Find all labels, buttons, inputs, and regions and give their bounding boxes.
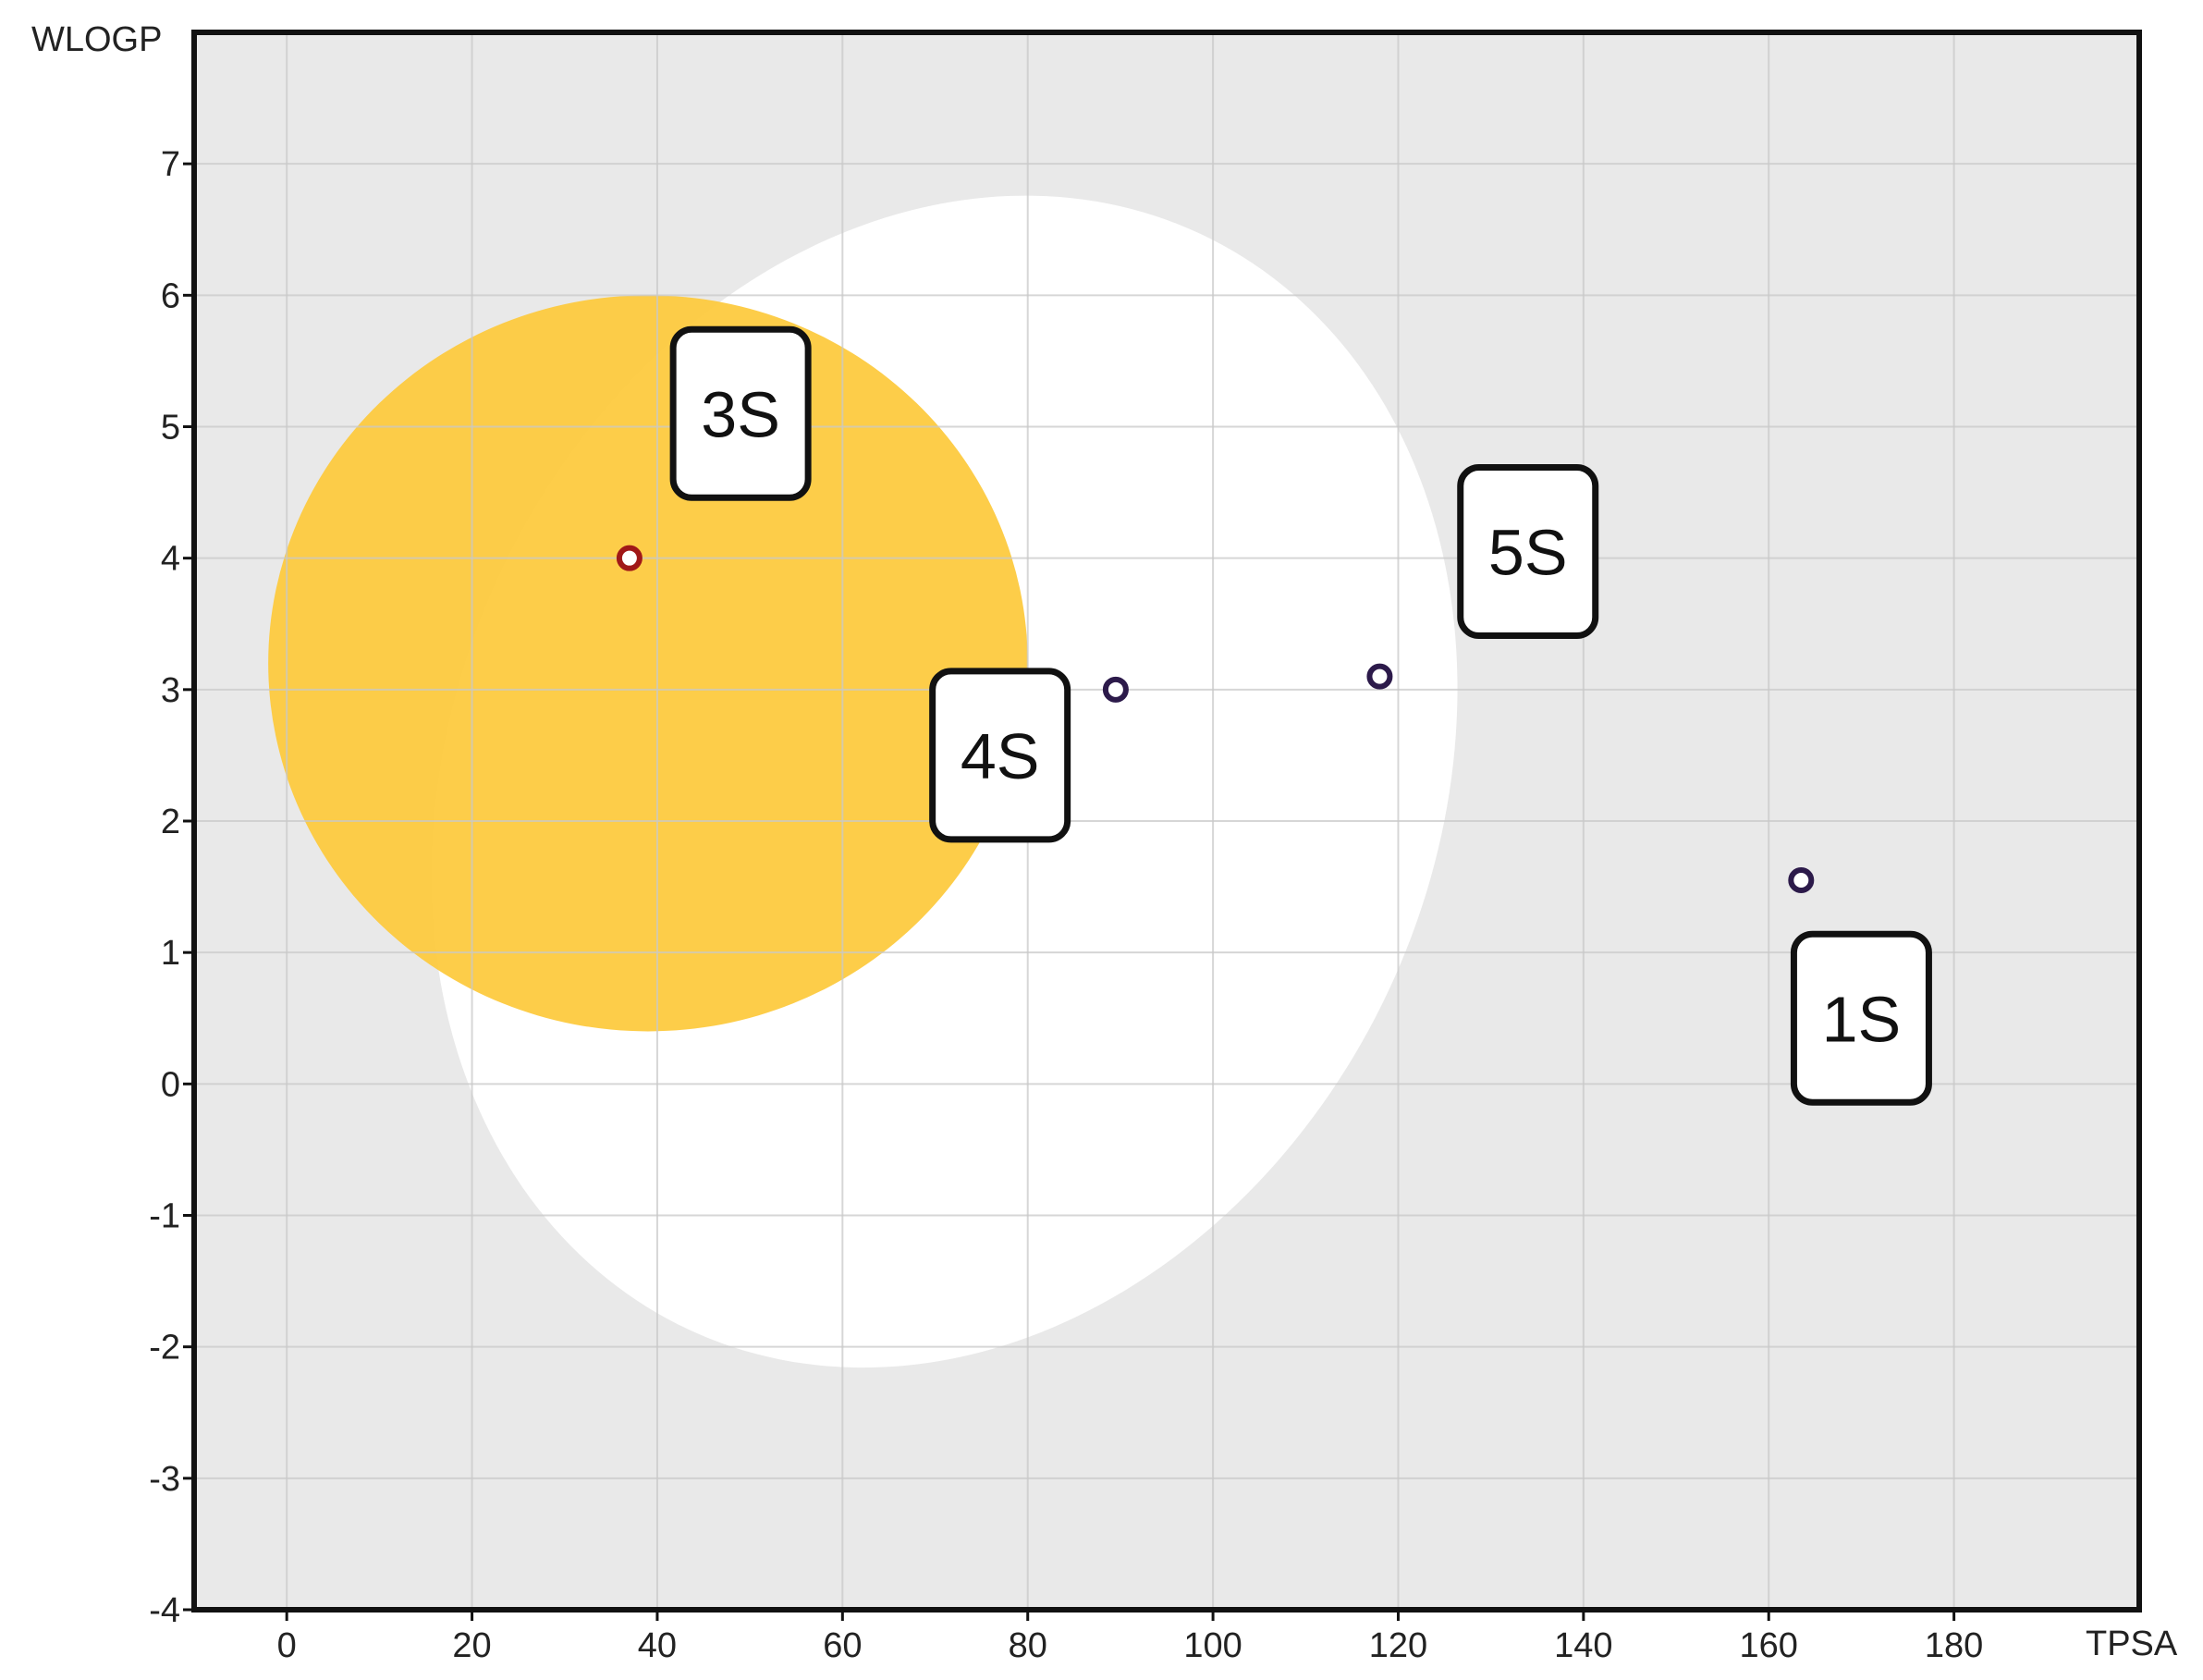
y-tick-label: -2 xyxy=(149,1329,180,1367)
label-box-3S: 3S xyxy=(669,325,812,501)
y-tick-label: 1 xyxy=(161,934,180,973)
x-axis-title: TPSA xyxy=(2086,1625,2178,1663)
y-tick-label: 6 xyxy=(161,276,180,315)
point-1S xyxy=(1788,866,1815,893)
x-tick-label: 60 xyxy=(823,1626,862,1665)
x-tick-label: 120 xyxy=(1369,1626,1427,1665)
x-tick-label: 0 xyxy=(277,1626,297,1665)
x-tick-label: 100 xyxy=(1183,1626,1242,1665)
label-text: 4S xyxy=(961,720,1040,792)
plot-frame xyxy=(191,30,2142,1613)
y-tick-label: 2 xyxy=(161,803,180,841)
region-yolk xyxy=(268,295,1028,1032)
label-text: 1S xyxy=(1822,983,1902,1055)
label-box-frame xyxy=(929,668,1071,843)
y-tick-label: 7 xyxy=(161,145,180,184)
x-tick-label: 180 xyxy=(1925,1626,1983,1665)
y-tick-label: 3 xyxy=(161,671,180,710)
label-text: 3S xyxy=(701,378,780,450)
point-3S xyxy=(616,545,643,571)
label-box-frame xyxy=(669,325,812,501)
y-tick-label: 4 xyxy=(161,540,180,579)
x-tick-label: 160 xyxy=(1740,1626,1798,1665)
label-box-5S: 5S xyxy=(1457,464,1599,640)
point-5S xyxy=(1366,663,1393,690)
x-tick-label: 40 xyxy=(638,1626,677,1665)
x-tick-label: 20 xyxy=(452,1626,491,1665)
point-4S xyxy=(1102,676,1129,703)
label-box-1S: 1S xyxy=(1790,930,1932,1106)
label-box-frame xyxy=(1457,464,1599,640)
label-box-frame xyxy=(1790,930,1932,1106)
y-tick-label: 0 xyxy=(161,1065,180,1104)
y-axis-title: WLOGP xyxy=(31,20,162,59)
label-text: 5S xyxy=(1488,517,1568,589)
y-tick-label: -3 xyxy=(149,1460,180,1499)
label-box-4S: 4S xyxy=(929,668,1071,843)
y-tick-label: -4 xyxy=(149,1591,180,1630)
y-tick-label: 5 xyxy=(161,409,180,448)
y-tick-label: -1 xyxy=(149,1197,180,1236)
x-tick-label: 80 xyxy=(1009,1626,1047,1665)
x-tick-label: 140 xyxy=(1554,1626,1612,1665)
